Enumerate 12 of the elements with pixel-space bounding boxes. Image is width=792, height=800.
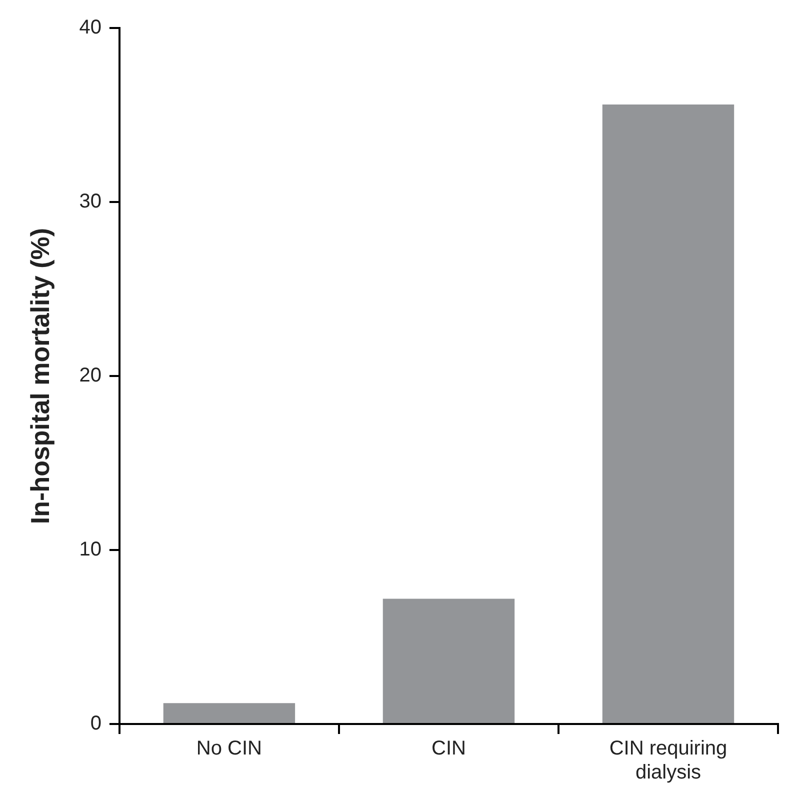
y-tick-label: 0 <box>90 712 102 735</box>
y-tick-label: 40 <box>79 16 102 39</box>
x-tick-label: CIN <box>431 738 466 760</box>
bar <box>382 598 515 723</box>
x-tick-label: No CIN <box>196 738 262 760</box>
y-axis-title: In-hospital mortality (%) <box>24 228 55 524</box>
y-tick-label: 30 <box>79 190 102 213</box>
bar <box>163 703 296 723</box>
bar <box>602 104 734 723</box>
x-tick-label: CIN requiring dialysis <box>609 738 728 784</box>
y-tick-label: 20 <box>79 364 102 387</box>
y-tick-label: 10 <box>79 538 102 561</box>
